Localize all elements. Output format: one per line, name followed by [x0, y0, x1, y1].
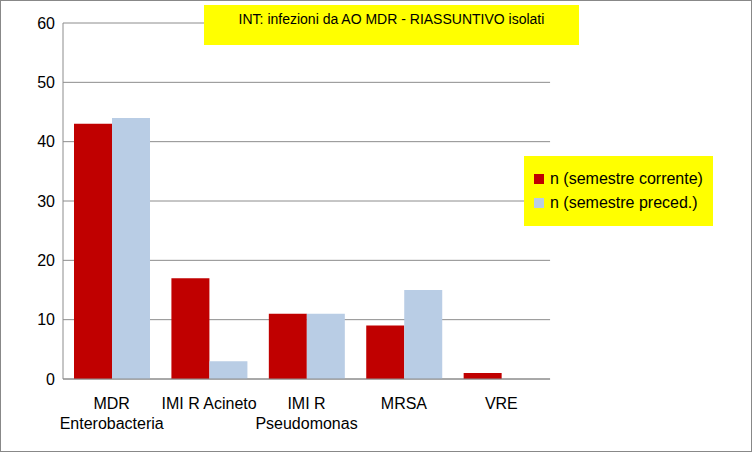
svg-text:IMI RPseudomonas: IMI RPseudomonas	[255, 395, 357, 432]
svg-text:VRE: VRE	[485, 395, 518, 412]
svg-text:40: 40	[37, 133, 55, 150]
html-text:n (semestre preced.): n (semestre preced.)	[550, 194, 698, 211]
svg-text:MDREnterobacteria: MDREnterobacteria	[60, 395, 164, 432]
svg-text:MRSA: MRSA	[381, 395, 428, 412]
svg-text:50: 50	[37, 74, 55, 91]
svg-text:IMI R Acineto: IMI R Acineto	[162, 395, 257, 412]
svg-text:20: 20	[37, 252, 55, 269]
svg-text:10: 10	[37, 311, 55, 328]
html-text:n (semestre corrente): n (semestre corrente)	[550, 170, 703, 187]
svg-text:60: 60	[37, 15, 55, 32]
html-text:INT: infezioni da AO MDR - RIA: INT: infezioni da AO MDR - RIASSUNTIVO i…	[238, 11, 545, 27]
svg-text:30: 30	[37, 193, 55, 210]
svg-text:0: 0	[46, 371, 55, 388]
